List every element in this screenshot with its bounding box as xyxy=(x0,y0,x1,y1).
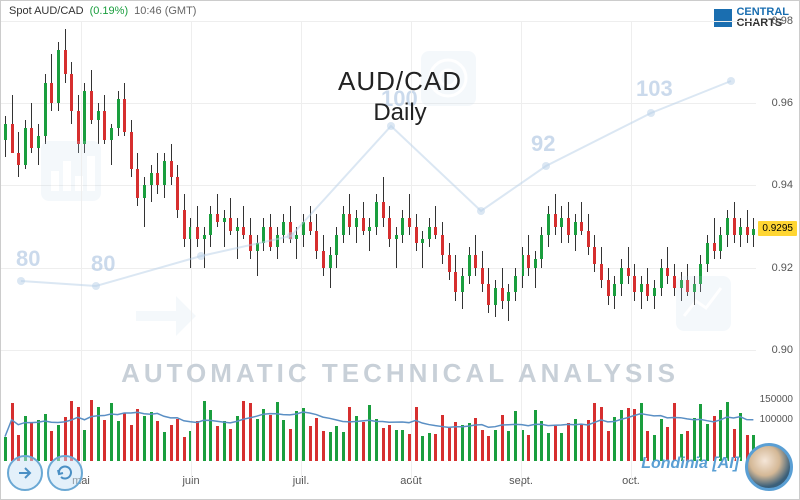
pair-title: AUD/CAD xyxy=(338,66,462,97)
timeframe-title: Daily xyxy=(338,99,462,127)
nav-buttons xyxy=(7,455,83,491)
symbol-label: Spot AUD/CAD xyxy=(9,5,84,17)
ai-avatar[interactable] xyxy=(745,443,793,491)
watermark-number: 80 xyxy=(91,251,115,277)
londinia-label: Londinia [AI] xyxy=(641,455,739,473)
volume-chart[interactable] xyxy=(1,396,756,461)
nav-refresh-button[interactable] xyxy=(47,455,83,491)
watermark-text: AUTOMATIC TECHNICAL ANALYSIS xyxy=(121,358,679,389)
watermark-number: 103 xyxy=(636,76,673,102)
title-overlay: AUD/CAD Daily xyxy=(338,66,462,127)
watermark-number: 92 xyxy=(531,131,555,157)
nav-next-button[interactable] xyxy=(7,455,43,491)
chart-header: Spot AUD/CAD (0.19%) 10:46 (GMT) xyxy=(9,5,196,17)
current-price-badge: 0.9295 xyxy=(758,221,797,236)
watermark-number: 80 xyxy=(16,246,40,272)
price-axis: 0.900.920.940.960.980.9295 xyxy=(754,21,799,391)
timestamp: 10:46 (GMT) xyxy=(134,5,196,17)
watermark-bars-icon xyxy=(41,141,101,201)
chart-container: Spot AUD/CAD (0.19%) 10:46 (GMT) CENTRAL… xyxy=(0,0,800,500)
pct-change: (0.19%) xyxy=(90,5,129,17)
x-axis: maijuinjuil.aoûtsept.oct. xyxy=(1,475,756,491)
watermark-chart-icon xyxy=(676,276,731,331)
